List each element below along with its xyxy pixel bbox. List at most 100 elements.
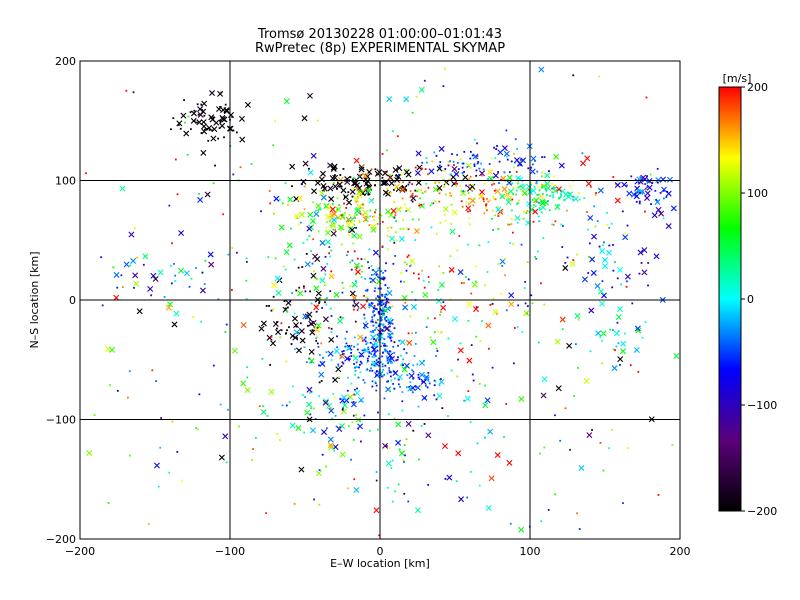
- scatter-dot: [549, 194, 551, 197]
- scatter-cross: [519, 184, 526, 191]
- scatter-cross: [587, 214, 594, 221]
- scatter-dot: [399, 280, 402, 283]
- scatter-dot: [636, 191, 639, 194]
- scatter-dot: [231, 289, 233, 291]
- scatter-cross: [306, 225, 313, 232]
- scatter-dot: [444, 67, 446, 70]
- scatter-cross: [529, 168, 536, 175]
- scatter-dot: [193, 109, 196, 112]
- scatter-dot: [353, 478, 356, 481]
- scatter-dot: [506, 158, 509, 161]
- scatter-dot: [348, 231, 350, 234]
- scatter-dot: [517, 304, 520, 307]
- scatter-dot: [339, 398, 342, 400]
- scatter-dot: [657, 493, 660, 496]
- scatter-dot: [439, 221, 442, 224]
- scatter-dot: [412, 272, 415, 275]
- scatter-dot: [369, 209, 372, 212]
- scatter-dot: [393, 377, 396, 380]
- scatter-cross: [219, 114, 226, 121]
- scatter-dot: [380, 287, 382, 290]
- scatter-dot: [371, 385, 374, 388]
- scatter-dot: [485, 209, 488, 212]
- scatter-dot: [406, 263, 408, 266]
- scatter-cross: [418, 371, 425, 378]
- scatter-dot: [385, 262, 387, 265]
- scatter-dot: [85, 172, 87, 175]
- scatter-dot: [200, 103, 203, 106]
- scatter-dot: [612, 244, 614, 246]
- scatter-cross: [446, 474, 453, 481]
- x-tick-label: −200: [65, 545, 95, 558]
- scatter-dot: [380, 309, 383, 312]
- scatter-dot: [490, 157, 493, 160]
- scatter-cross: [109, 346, 116, 353]
- scatter-dot: [617, 342, 620, 344]
- scatter-dot: [381, 365, 384, 368]
- scatter-dot: [171, 420, 174, 423]
- scatter-dot: [400, 364, 403, 367]
- scatter-cross: [651, 212, 658, 219]
- scatter-dot: [383, 397, 386, 400]
- scatter-dot: [538, 207, 541, 209]
- scatter-dot: [173, 262, 175, 265]
- scatter-dot: [272, 295, 275, 298]
- y-tick-label: 0: [69, 294, 76, 307]
- scatter-dot: [511, 198, 514, 201]
- scatter-cross: [354, 389, 361, 396]
- scatter-dot: [338, 185, 341, 188]
- scatter-dot: [374, 382, 377, 384]
- scatter-dot: [353, 214, 356, 217]
- scatter-dot: [283, 300, 286, 303]
- scatter-dot: [578, 192, 580, 195]
- scatter-dot: [654, 189, 657, 192]
- scatter-dot: [358, 355, 361, 358]
- scatter-cross: [635, 327, 642, 334]
- scatter-dot: [511, 231, 514, 234]
- scatter-dot: [578, 198, 581, 201]
- scatter-dot: [433, 394, 436, 397]
- scatter-dot: [299, 322, 302, 325]
- scatter-cross: [313, 304, 320, 311]
- scatter-dot: [491, 302, 494, 305]
- scatter-dot: [330, 270, 333, 273]
- scatter-cross: [286, 242, 293, 249]
- scatter-dot: [316, 335, 319, 338]
- scatter-cross: [119, 185, 126, 192]
- chart-subtitle: RwPretec (8p) EXPERIMENTAL SKYMAP: [255, 41, 505, 56]
- scatter-dot: [476, 162, 479, 165]
- scatter-dot: [157, 485, 160, 488]
- scatter-dot: [284, 182, 287, 184]
- scatter-dot: [394, 214, 397, 217]
- scatter-dot: [363, 327, 366, 330]
- scatter-dot: [342, 316, 345, 319]
- scatter-dot: [373, 314, 376, 317]
- scatter-dot: [336, 346, 338, 349]
- scatter-dot: [380, 313, 383, 316]
- scatter-dot: [168, 204, 171, 207]
- scatter-dot: [663, 197, 665, 200]
- scatter-dot: [622, 502, 624, 505]
- scatter-dot: [352, 401, 355, 403]
- scatter-dot: [468, 184, 471, 187]
- scatter-dot: [387, 358, 389, 361]
- scatter-dot: [290, 227, 292, 230]
- scatter-cross: [310, 272, 317, 279]
- scatter-dot: [411, 332, 414, 335]
- scatter-dot: [405, 352, 408, 354]
- scatter-dot: [427, 173, 429, 176]
- scatter-cross: [337, 317, 344, 324]
- scatter-dot: [393, 341, 396, 344]
- scatter-dot: [375, 479, 378, 482]
- scatter-cross: [403, 362, 410, 369]
- scatter-dot: [442, 85, 445, 88]
- scatter-dot: [198, 192, 200, 195]
- scatter-dot: [478, 382, 481, 385]
- scatter-dot: [454, 182, 457, 184]
- scatter-dot: [414, 342, 417, 345]
- scatter-dot: [384, 344, 387, 347]
- scatter-dot: [389, 174, 391, 176]
- scatter-cross: [386, 290, 393, 297]
- scatter-dot: [386, 188, 389, 190]
- scatter-cross: [393, 183, 400, 190]
